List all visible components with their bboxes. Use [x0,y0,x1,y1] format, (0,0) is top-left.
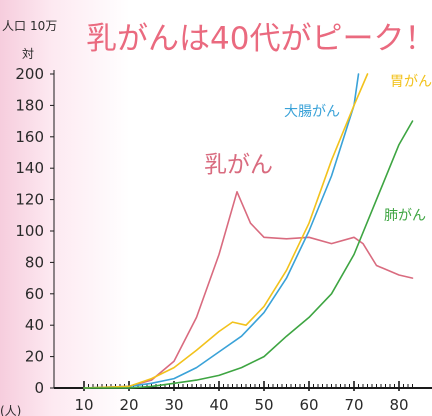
y-tick-label: 40 [25,316,44,334]
y-unit-label-number: 10万 [30,19,57,33]
y-unit-label: 人口 [2,19,26,33]
x-tick-label: 30 [164,396,183,414]
y-tick-label: 100 [15,222,44,240]
y-tick-label: 20 [25,348,44,366]
x-unit-label: (人) [0,404,21,416]
y-tick-label: 200 [15,65,44,83]
series-line [83,73,360,389]
y-tick-label: 120 [15,191,44,209]
x-tick-label: 60 [299,396,318,414]
x-tick-label: 50 [254,396,273,414]
x-tick-label: 10 [74,396,93,414]
series-label: 肺がん [384,208,426,224]
x-tick-label: 40 [209,396,228,414]
y-tick-label: 180 [15,96,44,114]
series-line [83,191,414,389]
y-tick-label: 0 [34,379,44,397]
chart-title: 乳がんは40代がピーク！ [86,21,432,57]
series-line [83,120,414,389]
x-tick-label: 80 [389,396,408,414]
y-tick-label: 140 [15,159,44,177]
y-unit-label-suffix: 対 [22,47,34,61]
y-tick-label: 60 [25,285,44,303]
x-tick-label: 70 [344,396,363,414]
series-label: 胃がん [390,74,432,90]
y-tick-label: 80 [25,253,44,271]
series-label: 大腸がん [284,104,340,120]
y-tick-label: 160 [15,128,44,146]
x-tick-label: 20 [119,396,138,414]
series-line [83,73,369,389]
series-label: 乳がん [204,152,273,178]
